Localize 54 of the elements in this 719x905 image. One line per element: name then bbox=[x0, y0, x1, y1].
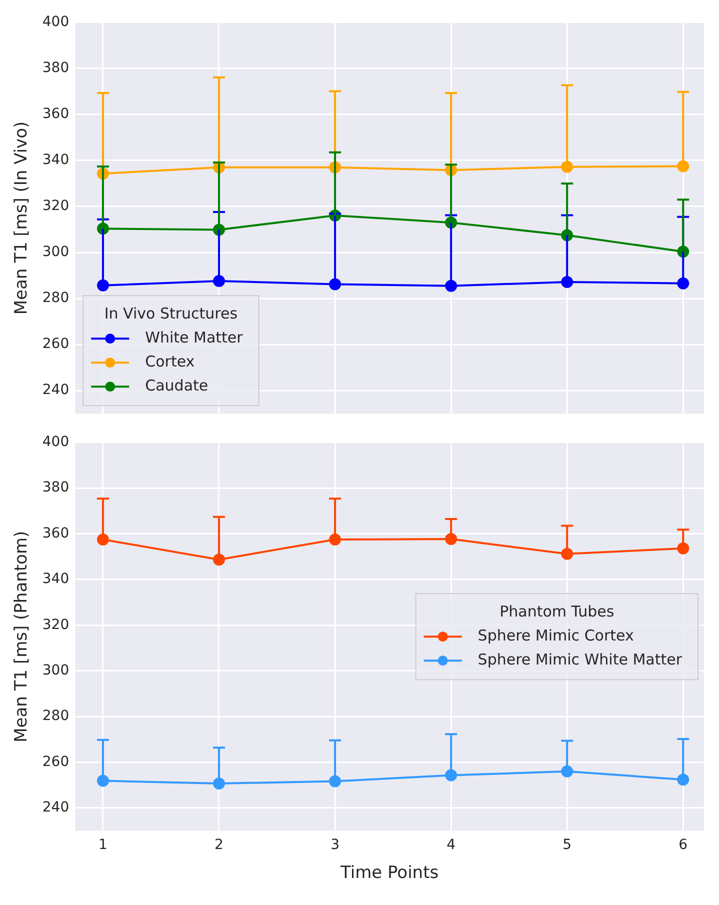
point bbox=[445, 280, 458, 292]
y-tick-label: 400 bbox=[42, 434, 70, 450]
legend-label: Sphere Mimic White Matter bbox=[478, 650, 683, 668]
point bbox=[445, 769, 458, 782]
legend-label: Caudate bbox=[145, 376, 208, 394]
point bbox=[329, 278, 342, 290]
y-tick-label: 320 bbox=[42, 198, 70, 214]
point bbox=[677, 160, 690, 172]
y-tick-label: 280 bbox=[42, 290, 70, 306]
y-axis-title: Mean T1 [ms] (Phantom) bbox=[12, 530, 32, 742]
point bbox=[96, 774, 109, 787]
x-axis-title: Time Points bbox=[340, 863, 439, 884]
y-tick-label: 240 bbox=[42, 800, 70, 816]
y-axis-title: Mean T1 [ms] (In Vivo) bbox=[12, 121, 32, 315]
y-tick-label: 260 bbox=[42, 336, 70, 352]
y-tick-label: 260 bbox=[42, 754, 70, 770]
point bbox=[329, 775, 342, 788]
x-tick-label: 2 bbox=[214, 836, 224, 853]
point bbox=[96, 534, 109, 546]
point bbox=[213, 778, 225, 790]
legend-title: In Vivo Structures bbox=[104, 304, 238, 322]
y-tick-label: 400 bbox=[42, 14, 70, 30]
point bbox=[561, 160, 574, 173]
x-tick-label: 3 bbox=[330, 836, 340, 853]
point bbox=[213, 275, 225, 288]
legend-label: White Matter bbox=[145, 328, 244, 346]
point bbox=[561, 765, 574, 778]
point bbox=[96, 279, 109, 292]
x-tick-label: 6 bbox=[678, 836, 688, 853]
y-tick-label: 340 bbox=[42, 571, 70, 588]
x-tick-label: 4 bbox=[446, 836, 456, 853]
y-tick-label: 340 bbox=[42, 152, 70, 168]
point bbox=[445, 533, 458, 546]
y-tick-label: 300 bbox=[42, 662, 70, 679]
legend-label: Sphere Mimic Cortex bbox=[478, 626, 634, 644]
y-tick-label: 360 bbox=[42, 106, 70, 122]
x-tick-label: 5 bbox=[562, 836, 572, 853]
legend-title: Phantom Tubes bbox=[500, 602, 614, 620]
point bbox=[213, 554, 225, 566]
point bbox=[561, 276, 574, 288]
y-tick-label: 240 bbox=[42, 382, 70, 398]
y-tick-label: 360 bbox=[42, 525, 70, 542]
y-tick-label: 380 bbox=[42, 60, 70, 76]
point bbox=[329, 534, 342, 546]
legend-label: Cortex bbox=[145, 352, 195, 370]
point bbox=[677, 542, 690, 554]
y-tick-label: 320 bbox=[42, 616, 70, 633]
point bbox=[677, 774, 690, 786]
y-tick-label: 300 bbox=[42, 244, 70, 260]
x-tick-label: 1 bbox=[98, 836, 108, 853]
point bbox=[677, 277, 690, 290]
point bbox=[561, 548, 574, 560]
y-tick-label: 280 bbox=[42, 708, 70, 724]
y-tick-label: 380 bbox=[42, 480, 70, 496]
